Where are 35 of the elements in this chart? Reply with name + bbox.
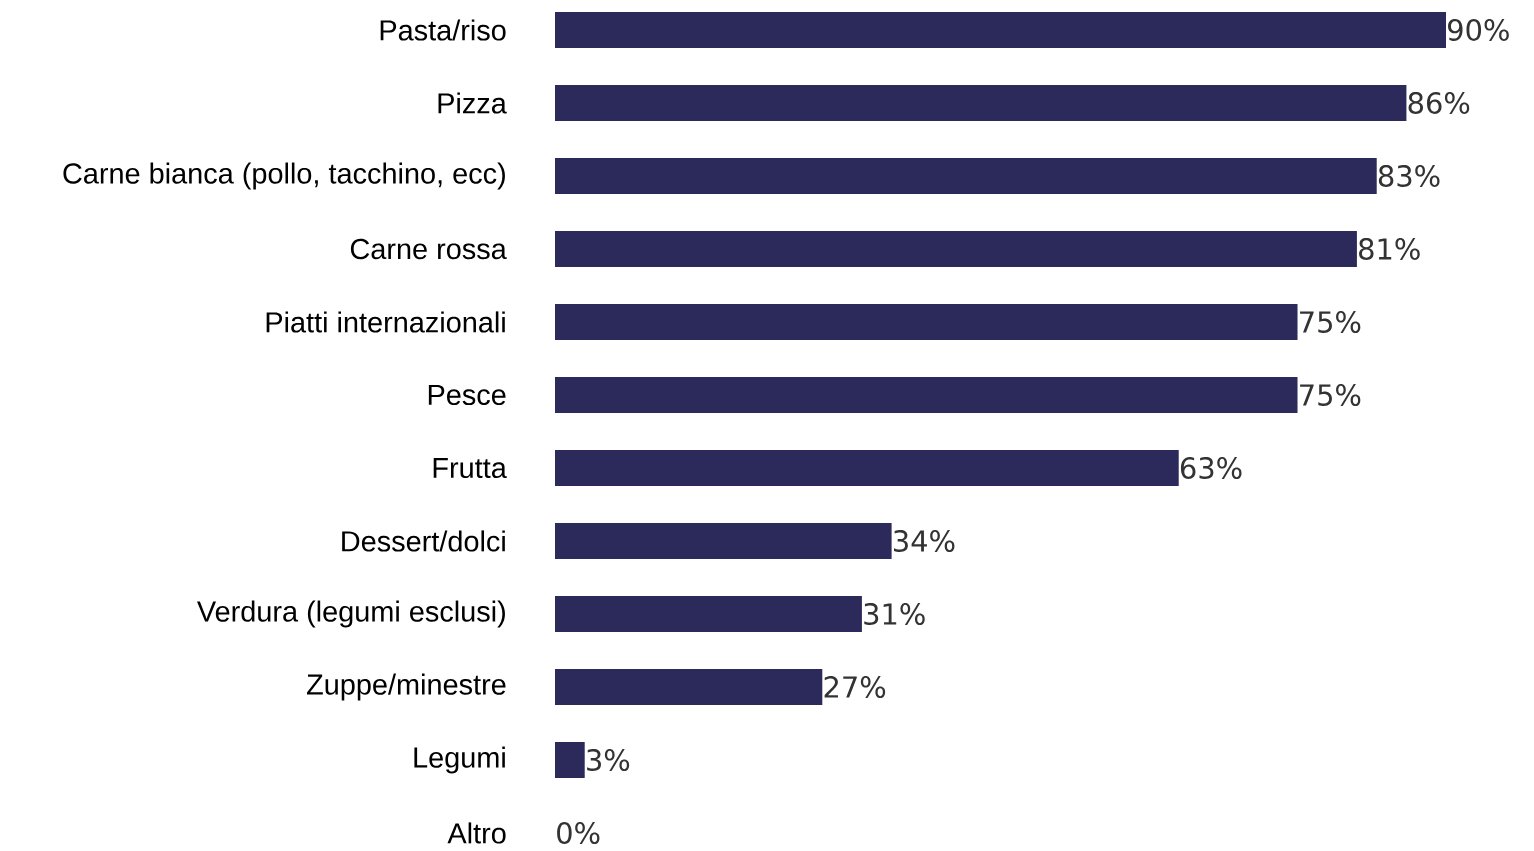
data-label: 75% bbox=[1300, 384, 1361, 406]
data-label: 3% bbox=[587, 749, 630, 771]
bar bbox=[555, 377, 1298, 413]
y-tick-label: Altro bbox=[447, 822, 506, 844]
y-tick-label: Piatti internazionali bbox=[266, 311, 505, 333]
data-label: 75% bbox=[1300, 311, 1361, 333]
y-tick-label: Pasta/riso bbox=[380, 19, 506, 41]
y-tick-label: Verdura (legumi esclusi) bbox=[197, 600, 505, 628]
data-label: 31% bbox=[864, 603, 925, 625]
data-label: 86% bbox=[1408, 92, 1470, 114]
bar bbox=[555, 669, 823, 706]
bar bbox=[555, 450, 1179, 486]
bar bbox=[555, 523, 892, 560]
bar bbox=[555, 231, 1357, 267]
y-tick-label: Legumi bbox=[414, 746, 505, 774]
data-label: 34% bbox=[894, 530, 955, 552]
bar bbox=[555, 11, 1447, 48]
bar bbox=[555, 157, 1377, 194]
y-tick-label: Frutta bbox=[433, 457, 507, 479]
y-tick-label: Pizza bbox=[438, 92, 507, 114]
bar bbox=[555, 84, 1407, 121]
bar bbox=[555, 304, 1298, 340]
y-tick-label: Carne bianca (pollo, tacchino, ecc) bbox=[63, 162, 505, 190]
data-label: 63% bbox=[1180, 457, 1242, 479]
y-tick-label: Zuppe/minestre bbox=[306, 673, 506, 701]
y-tick-label: Dessert/dolci bbox=[342, 530, 505, 552]
y-tick-label: Pesce bbox=[428, 384, 506, 406]
y-tick-label: Carne rossa bbox=[350, 238, 507, 260]
bar bbox=[555, 742, 585, 779]
bar bbox=[555, 596, 862, 633]
data-label: 0% bbox=[557, 822, 600, 844]
data-label: 81% bbox=[1359, 238, 1420, 260]
data-label: 90% bbox=[1448, 19, 1509, 41]
data-label: 27% bbox=[824, 676, 886, 698]
data-label: 83% bbox=[1378, 165, 1440, 187]
